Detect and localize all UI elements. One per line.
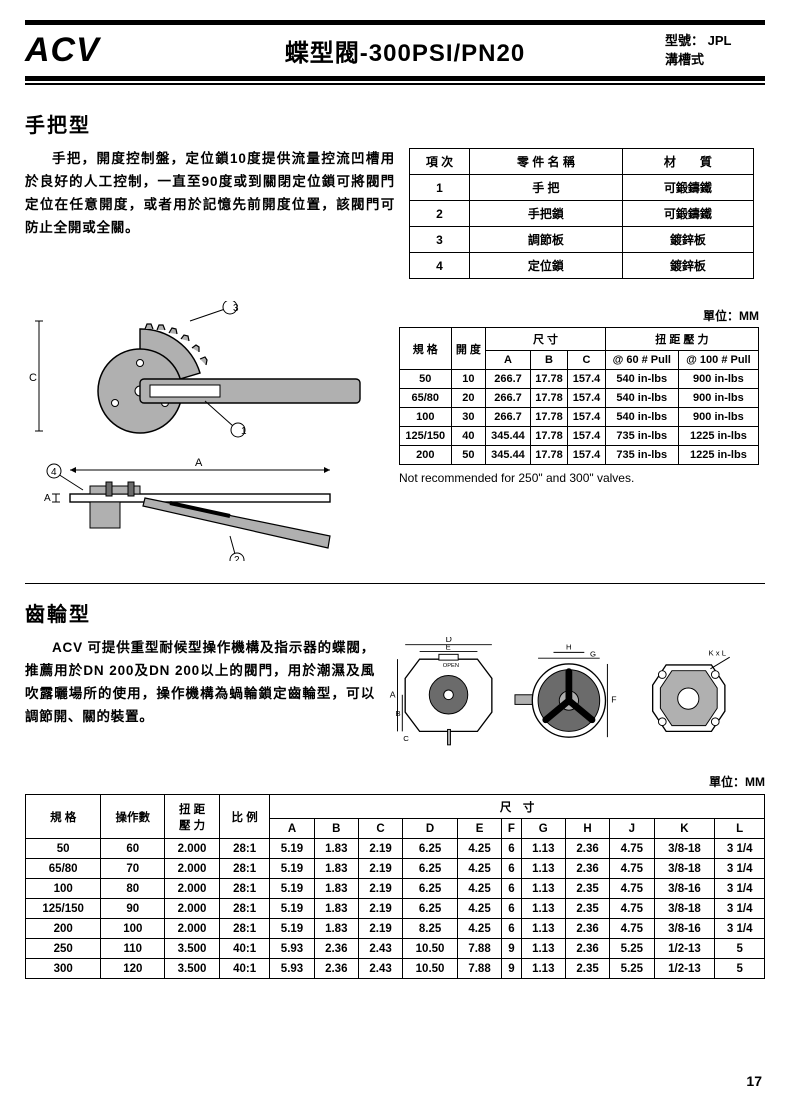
svg-text:A: A <box>44 493 51 504</box>
svg-text:E: E <box>446 643 451 652</box>
parts-th-0: 項 次 <box>410 149 470 175</box>
section2-heading: 齒輪型 <box>25 598 765 627</box>
svg-text:A: A <box>390 690 396 700</box>
model-meta: 型號： JPL 溝槽式 <box>665 32 765 68</box>
svg-text:H: H <box>566 643 572 652</box>
parts-table: 項 次 零 件 名 稱 材 質 1手 把可鍛鑄鐵2手把鎖可鍛鑄鐵3調節板鍍鋅板4… <box>409 148 754 279</box>
page-number: 17 <box>746 1073 762 1089</box>
section1-description: 手把，開度控制盤，定位鎖10度提供流量控流凹槽用於良好的人工控制，一直至90度或… <box>25 148 395 240</box>
section1-heading: 手把型 <box>25 109 765 138</box>
section1-row2: 3 1 C A <box>25 301 765 561</box>
svg-text:G: G <box>590 649 596 658</box>
svg-text:2: 2 <box>234 555 240 561</box>
gear-dim-table: 規 格 操作數 扭 距 壓 力 比 例 尺 寸 ABCDEFGHJKL 5060… <box>25 794 765 979</box>
svg-text:C: C <box>403 734 409 743</box>
svg-text:3: 3 <box>233 303 239 314</box>
brand-logo: ACV <box>25 31 145 70</box>
unit-label-2: 單位：MM <box>25 773 765 790</box>
parts-th-2: 材 質 <box>622 149 753 175</box>
subtype: 溝槽式 <box>665 52 704 67</box>
svg-text:B: B <box>396 709 401 718</box>
gear-diagram: OPEN D E A B C F H G <box>387 637 745 767</box>
page-header: ACV 蝶型閥-300PSI/PN20 型號： JPL 溝槽式 <box>25 20 765 81</box>
parts-th-1: 零 件 名 稱 <box>470 149 623 175</box>
section1-row1: 手把，開度控制盤，定位鎖10度提供流量控流凹槽用於良好的人工控制，一直至90度或… <box>25 148 765 279</box>
model-label: 型號： <box>665 33 704 48</box>
model-value: JPL <box>708 33 732 48</box>
section-divider <box>25 583 765 584</box>
dim-note: Not recommended for 250" and 300" valves… <box>399 471 759 485</box>
section2-row: ACV 可提供重型耐候型操作機構及指示器的蝶閥，推薦用於DN 200及DN 20… <box>25 637 765 767</box>
svg-text:A: A <box>195 457 203 469</box>
section2-description: ACV 可提供重型耐候型操作機構及指示器的蝶閥，推薦用於DN 200及DN 20… <box>25 637 375 729</box>
handle-diagram: 3 1 C A <box>25 301 385 561</box>
svg-text:F: F <box>611 694 616 704</box>
svg-text:C: C <box>29 372 37 384</box>
page-title: 蝶型閥-300PSI/PN20 <box>145 33 665 68</box>
svg-text:1: 1 <box>241 426 247 437</box>
svg-text:4: 4 <box>51 467 57 478</box>
unit-label-1: 單位：MM <box>399 307 759 324</box>
svg-text:OPEN: OPEN <box>443 663 459 669</box>
dim-table-col: 單位：MM 規 格 開 度 尺 寸 扭 距 壓 力 A B C @ 60 # P… <box>399 301 759 485</box>
svg-text:K x L: K x L <box>709 648 727 657</box>
handle-dim-table: 規 格 開 度 尺 寸 扭 距 壓 力 A B C @ 60 # Pull @ … <box>399 327 759 465</box>
